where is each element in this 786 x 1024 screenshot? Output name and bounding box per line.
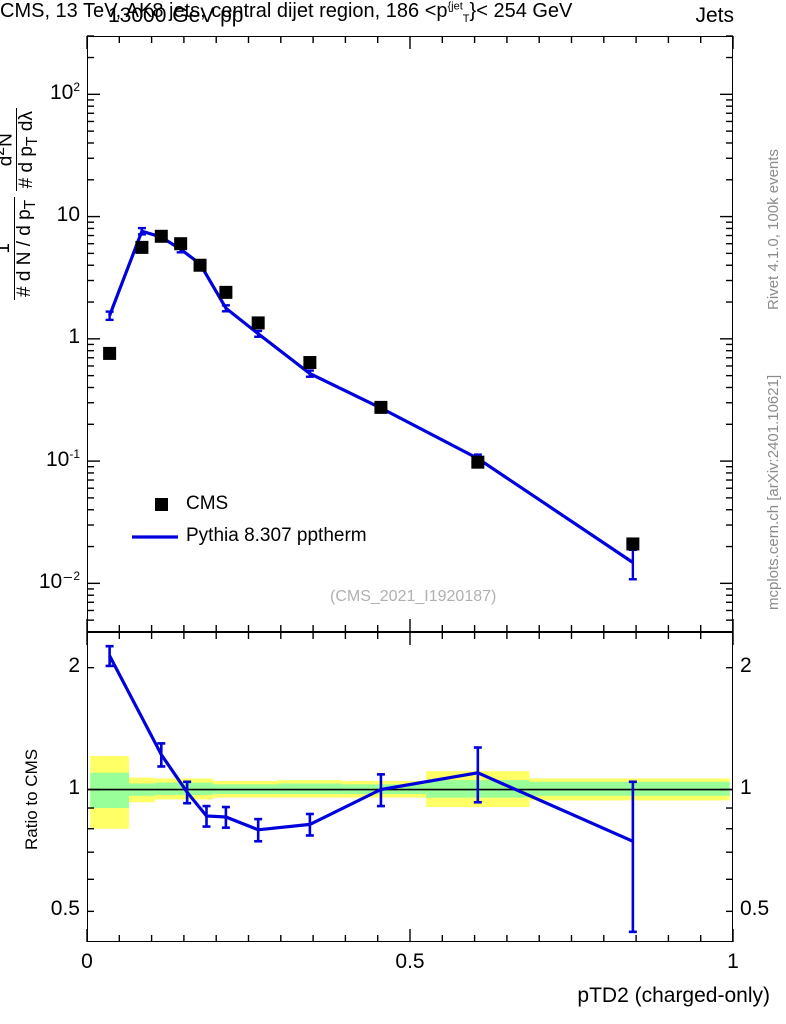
plot-title-main: CMS, 13 TeV, AK8 jets, central dijet reg… [0, 0, 448, 22]
ratio-curve [108, 655, 634, 843]
xtick-label-1: 0.5 [395, 950, 425, 973]
data-marker-1 [135, 240, 149, 254]
legend-label-cms: CMS [186, 493, 229, 514]
ratio-ytick-label-left-0: 2 [68, 653, 80, 677]
ratio-ytick-label-left-2: 0.5 [50, 897, 80, 921]
data-marker-0 [103, 346, 117, 360]
ratio-band-inner-0 [90, 772, 129, 809]
page-title: CMS, 13 TeV, AK8 jets, central dijet reg… [0, 0, 786, 25]
plot-title-tail: }< 254 GeV [469, 0, 573, 22]
data-marker-3 [174, 237, 188, 251]
main-ytick-label-4: 10⁻2 [38, 569, 80, 594]
data-marker-9 [471, 455, 485, 469]
xtick-label-2: 1 [727, 950, 739, 973]
plot-title-superscript: {jet [447, 0, 463, 13]
data-marker-8 [374, 400, 388, 414]
main-ytick-label-3: 10-1 [45, 447, 80, 472]
data-marker-7 [303, 356, 317, 370]
ratio-ytick-label-right-0: 2 [740, 653, 752, 677]
main-ytick-label-1: 10 [56, 202, 80, 226]
plot-title-subscript: T [462, 13, 470, 25]
header-analysis-label: Jets [695, 4, 734, 27]
legend-marker-square-icon [155, 498, 168, 511]
xtick-label-0: 0 [81, 950, 93, 973]
legend-label-pythia: Pythia 8.307 pptherm [186, 525, 367, 546]
ratio-ytick-label-right-1: 1 [740, 775, 752, 799]
data-marker-5 [219, 285, 233, 299]
data-marker-2 [154, 229, 168, 243]
main-ytick-label-2: 1 [68, 324, 80, 348]
ratio-ytick-label-left-1: 1 [68, 775, 80, 799]
main-ytick-label-0: 102 [49, 80, 80, 105]
data-marker-6 [251, 316, 265, 330]
header-beam-label: 13000 GeV pp [108, 4, 244, 27]
xaxis-title: pTD2 (charged-only) [577, 984, 770, 1007]
side-text-rivet: Rivet 4.1.0, 100k events [765, 149, 782, 310]
data-marker-4 [193, 258, 207, 272]
ratio-ytick-label-right-2: 0.5 [740, 897, 770, 921]
data-marker-10 [626, 537, 640, 551]
watermark-label: (CMS_2021_I1920187) [330, 588, 497, 605]
side-text-mcplots: mcplots.cern.ch [arXiv:2401.10621] [765, 374, 782, 610]
